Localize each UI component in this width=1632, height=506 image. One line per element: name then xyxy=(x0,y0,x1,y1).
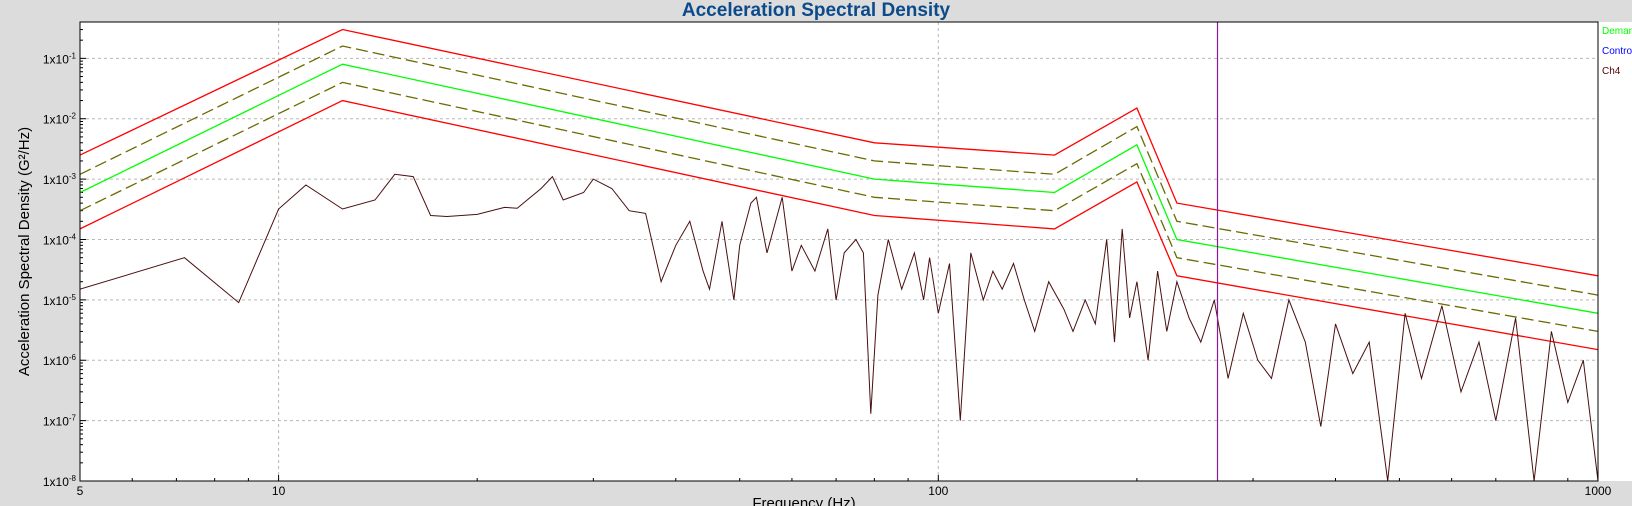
legend-area xyxy=(1598,22,1632,481)
x-tick-label: 100 xyxy=(928,484,948,498)
x-tick-label: 1000 xyxy=(1585,484,1612,498)
y-tick-label: 1x10-2 xyxy=(43,112,77,127)
y-tick-label: 1x10-4 xyxy=(43,232,77,247)
y-tick-label: 1x10-3 xyxy=(43,172,77,187)
series-abort-low xyxy=(80,99,1598,351)
y-tick-label: 1x10-6 xyxy=(43,353,77,368)
series-alarm-high xyxy=(80,45,1598,296)
series-alarm-low xyxy=(80,81,1598,333)
y-tick-labels: 1x10-8 1x10-7 1x10-6 1x10-5 1x10-4 1x10-3 1x10… xyxy=(43,51,77,489)
grid xyxy=(80,22,1598,481)
series-group xyxy=(80,28,1598,481)
series-ch4 xyxy=(80,173,1598,481)
y-axis-label: Acceleration Spectral Density (G²/Hz) xyxy=(16,127,33,376)
legend: Demar Contro Ch4 xyxy=(1602,26,1632,77)
y-tick-label: 1x10-8 xyxy=(43,474,77,489)
x-tick-label: 10 xyxy=(272,484,286,498)
legend-item-contro[interactable]: Contro xyxy=(1602,46,1632,57)
legend-item-demar[interactable]: Demar xyxy=(1602,26,1632,37)
y-tick-label: 1x10-1 xyxy=(43,51,77,66)
series-demand xyxy=(80,63,1598,314)
y-tick-label: 1x10-5 xyxy=(43,293,77,308)
chart-title: Acceleration Spectral Density xyxy=(681,0,951,21)
y-tick-label: 1x10-7 xyxy=(43,414,77,429)
plot-border xyxy=(79,21,1599,482)
x-axis-label: Frequency (Hz) xyxy=(752,495,855,506)
plot-area xyxy=(79,21,1599,482)
series-abort-high xyxy=(80,28,1598,277)
x-tick-labels: 5 10 100 1000 xyxy=(77,484,1612,498)
x-tick-label: 5 xyxy=(77,484,84,498)
legend-item-ch4[interactable]: Ch4 xyxy=(1602,66,1621,77)
